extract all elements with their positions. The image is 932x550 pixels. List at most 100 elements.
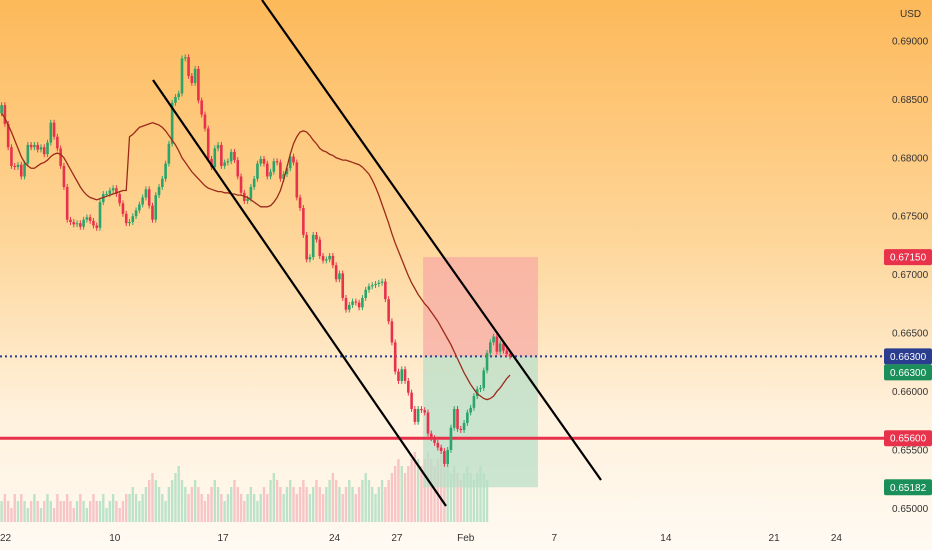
volume-bar: [374, 494, 377, 522]
candle-body: [115, 188, 118, 194]
candle-body: [505, 350, 509, 355]
volume-bar: [443, 459, 446, 522]
candle-body: [393, 342, 397, 372]
volume-bar: [321, 494, 325, 522]
candle-body: [62, 165, 66, 187]
volume-bar: [216, 487, 220, 522]
candle-body: [374, 283, 377, 286]
price-tick-label: 0.66000: [892, 387, 929, 398]
candle-body: [157, 186, 161, 196]
volume-bar: [88, 501, 92, 522]
candle-body: [387, 299, 390, 322]
volume-bar: [348, 480, 351, 522]
volume-bar: [239, 494, 243, 522]
candle-body: [174, 96, 177, 103]
volume-bar: [43, 501, 46, 522]
candle-body: [105, 193, 108, 195]
volume-bar: [338, 487, 341, 522]
candle-body: [502, 343, 505, 351]
candle-body: [469, 407, 472, 413]
volume-bar: [282, 494, 285, 522]
position-tool[interactable]: [423, 257, 538, 488]
candle-body: [75, 223, 79, 225]
volume-bar: [416, 459, 420, 522]
channel-lines[interactable]: [152, 0, 602, 507]
candle-body: [413, 408, 417, 422]
candle-body: [59, 148, 62, 166]
volume-bar: [479, 466, 482, 522]
candle-body: [508, 354, 512, 357]
candle-body: [370, 285, 374, 287]
candle-body: [462, 423, 466, 431]
volume-bar: [220, 494, 223, 522]
time-tick-label: 17: [217, 533, 229, 544]
volume-bar: [295, 494, 298, 522]
volume-bar: [302, 480, 305, 522]
candle-body: [42, 147, 46, 155]
channel-line[interactable]: [261, 0, 602, 481]
time-tick-label: Feb: [457, 533, 475, 544]
candle-body: [118, 193, 121, 204]
volume-bar: [246, 494, 249, 522]
candle-body: [485, 352, 489, 371]
volume-bar: [174, 473, 177, 522]
candle-body: [134, 210, 138, 217]
candle-body: [29, 144, 33, 148]
price-badges: 0.67150 0.66300 0.66300 0.65600 0.65182: [884, 249, 932, 496]
stop-loss-zone[interactable]: [423, 257, 538, 357]
volume-bar: [462, 473, 466, 522]
volume-bar: [394, 466, 397, 522]
volume-bar: [233, 480, 236, 522]
candle-body: [475, 389, 479, 397]
candle-body: [256, 163, 259, 179]
candle-body: [426, 412, 430, 434]
channel-line[interactable]: [152, 79, 447, 507]
candle-body: [449, 427, 453, 450]
volume-bar: [161, 494, 164, 522]
volume-bar: [10, 508, 13, 522]
candle-body: [282, 174, 285, 179]
volume-bar: [466, 466, 469, 522]
candle-body: [436, 442, 440, 448]
time-tick-label: 22: [0, 533, 12, 544]
volume-bar: [298, 487, 302, 522]
candle-body: [128, 222, 131, 224]
candle-body: [26, 144, 30, 164]
moving-average: [1, 112, 511, 401]
volume-bar: [325, 487, 328, 522]
volume-bar: [59, 501, 62, 522]
volume-bar: [357, 487, 361, 522]
price-tick-label: 0.67500: [892, 212, 929, 223]
horizontal-lines[interactable]: [0, 355, 884, 440]
candle-body: [269, 171, 272, 177]
volume-bar: [397, 459, 400, 522]
volume-bar: [279, 487, 282, 522]
candle-body: [341, 273, 345, 298]
candle-body: [492, 336, 495, 343]
price-tick-label: 0.68000: [892, 153, 929, 164]
volume-bar: [144, 487, 148, 522]
candle-body: [410, 392, 413, 409]
candle-body: [56, 136, 59, 149]
price-axis[interactable]: USD 0.690000.685000.680000.675000.670000…: [884, 0, 932, 550]
candle-body: [246, 198, 249, 201]
volume-bar: [459, 480, 462, 522]
candle-body: [220, 144, 223, 166]
volume-bar: [105, 508, 108, 522]
candle-body: [292, 156, 295, 163]
time-tick-label: 14: [660, 533, 672, 544]
price-tick-label: 0.68500: [892, 95, 929, 106]
candle-body: [111, 188, 115, 191]
volume-bar: [98, 501, 102, 522]
volume-bar: [23, 501, 26, 522]
candle-body: [210, 158, 213, 168]
candle-body: [344, 297, 348, 310]
take-profit-zone[interactable]: [423, 356, 538, 488]
candle-body: [354, 301, 358, 303]
candle-body: [177, 93, 181, 97]
volume-bar: [13, 494, 16, 522]
time-axis[interactable]: 22 10 17 24 27 Feb 7 14 21 24: [0, 533, 842, 544]
candle-body: [223, 162, 226, 166]
